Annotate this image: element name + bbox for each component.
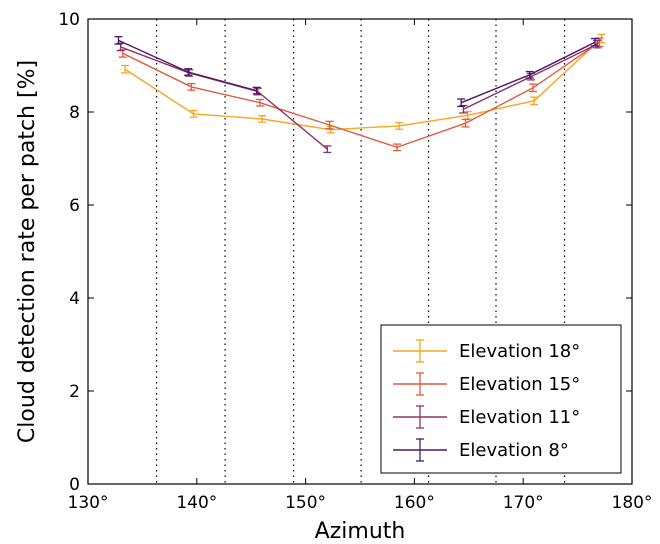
series-3-errorbar-1-1 xyxy=(525,70,534,79)
legend-box xyxy=(380,324,622,474)
y-tick-label-2: 4 xyxy=(69,289,80,309)
series-layer xyxy=(114,33,606,154)
legend-label-1: Elevation 15° xyxy=(459,374,580,395)
series-3 xyxy=(114,36,600,108)
series-3-errorbar-0-1 xyxy=(184,68,193,76)
series-1-errorbar-0-1 xyxy=(187,82,196,91)
series-1 xyxy=(118,37,604,152)
y-tick-label-5: 10 xyxy=(58,10,80,30)
x-tick-label-5: 180° xyxy=(612,493,653,513)
y-tick-label-4: 8 xyxy=(69,103,80,123)
plot-area-frame xyxy=(87,18,633,485)
x-tick-label-4: 170° xyxy=(503,493,544,513)
series-0-errorbar-0-4 xyxy=(395,122,404,130)
y-tick-label-1: 2 xyxy=(69,382,80,402)
x-axis-title: Azimuth xyxy=(315,519,406,544)
legend-label-3: Elevation 8° xyxy=(459,440,569,461)
series-3-errorbar-0-0 xyxy=(114,36,123,45)
axis-ticks: 130° 140° 150° 160° 170° 180° 0 2 4 6 8 10 xyxy=(58,10,652,513)
series-0-errorbar-0-1 xyxy=(189,109,198,118)
series-3-line-1 xyxy=(460,41,596,104)
legend-label-0: Elevation 18° xyxy=(459,341,580,362)
series-2-errorbar-0-3 xyxy=(323,145,332,154)
series-1-errorbar-0-2 xyxy=(255,98,264,107)
x-tick-label-3: 160° xyxy=(394,493,435,513)
legend-item-0: Elevation 18° xyxy=(393,339,580,363)
legend-item-3: Elevation 8° xyxy=(393,438,569,462)
y-tick-label-0: 0 xyxy=(69,475,80,495)
series-3-errorbar-0-2 xyxy=(252,86,261,95)
series-3-errorbar-1-0 xyxy=(457,98,466,108)
x-tick-label-2: 150° xyxy=(285,493,326,513)
series-1-errorbar-0-6 xyxy=(528,83,537,93)
series-0-errorbar-0-0 xyxy=(120,64,129,74)
x-tick-label-0: 130° xyxy=(68,493,109,513)
series-0-errorbar-0-2 xyxy=(258,115,267,123)
y-axis-title: Cloud detection rate per patch [%] xyxy=(15,60,40,443)
series-3-errorbar-1-2 xyxy=(591,37,600,47)
legend-item-1: Elevation 15° xyxy=(393,372,580,396)
series-1-errorbar-0-4 xyxy=(392,143,401,152)
series-1-errorbar-0-5 xyxy=(461,118,470,128)
legend-item-2: Elevation 11° xyxy=(393,405,580,429)
legend: Elevation 18° Elevation 15° Elevation 11° E… xyxy=(380,324,622,474)
vertical-dotted-lines xyxy=(155,19,566,484)
series-0-errorbar-0-6 xyxy=(530,96,539,106)
legend-label-2: Elevation 11° xyxy=(459,407,580,428)
series-1-line-0 xyxy=(122,41,600,149)
series-2-line-0 xyxy=(120,46,328,150)
series-2 xyxy=(116,39,602,154)
x-tick-label-1: 140° xyxy=(176,493,217,513)
series-0 xyxy=(120,33,606,134)
y-tick-label-3: 6 xyxy=(69,196,80,216)
series-1-errorbar-0-3 xyxy=(325,120,334,130)
series-0-line-0 xyxy=(124,37,602,131)
